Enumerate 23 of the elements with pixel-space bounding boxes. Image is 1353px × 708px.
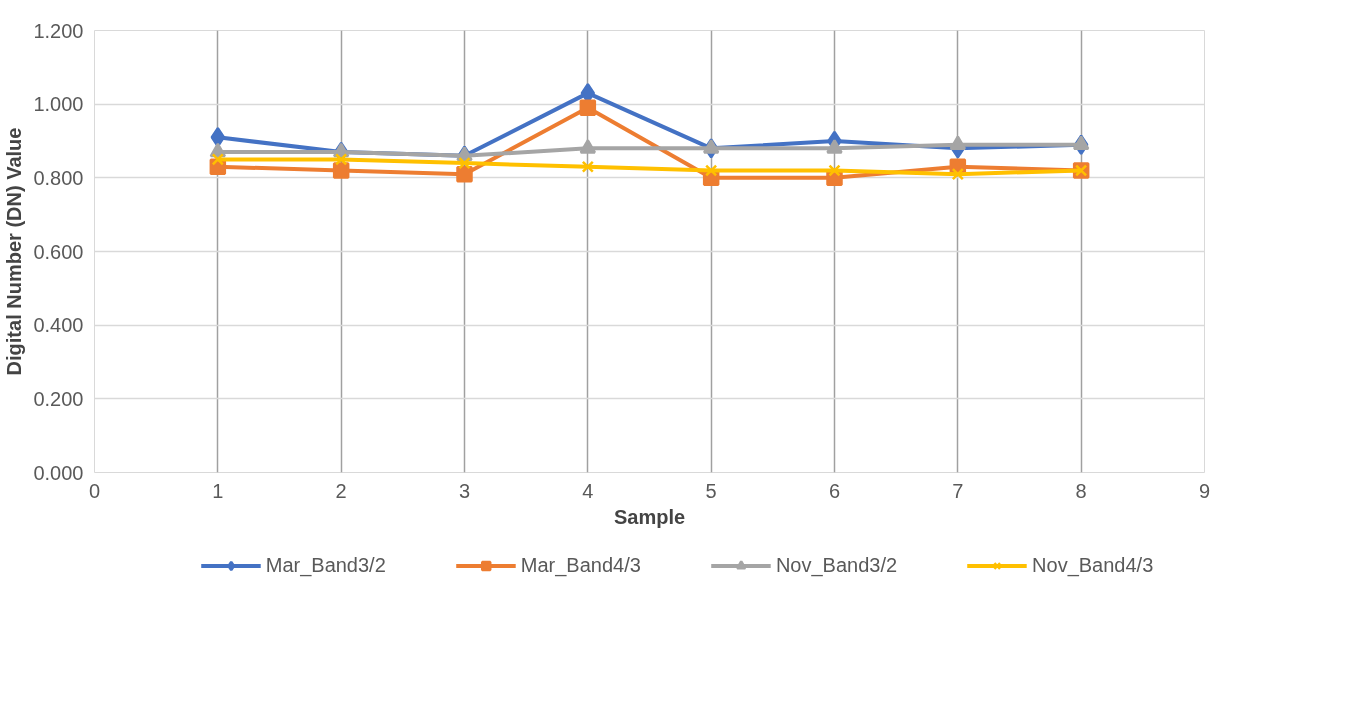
y-tick-label: 0.400 xyxy=(33,314,84,337)
y-tick-label: 0.000 xyxy=(33,461,84,484)
x-tick-label: 7 xyxy=(952,479,964,502)
y-tick-label: 0.600 xyxy=(33,240,84,263)
x-tick-label: 3 xyxy=(458,479,471,502)
legend-label: Nov_Band3/2 xyxy=(775,553,898,577)
y-tick-label: 0.800 xyxy=(33,166,84,189)
legend-label: Mar_Band3/2 xyxy=(265,553,386,577)
x-tick-label: 8 xyxy=(1075,479,1087,502)
x-tick-label: 9 xyxy=(1198,479,1211,502)
x-tick-label: 1 xyxy=(212,479,224,502)
legend-label: Nov_Band4/3 xyxy=(1032,553,1154,577)
x-tick-label: 5 xyxy=(705,479,717,502)
y-axis-title: Digital Number (DN) Value xyxy=(3,127,26,376)
x-tick-label: 4 xyxy=(582,479,594,502)
y-tick-label: 1.000 xyxy=(33,93,84,116)
legend-label: Mar_Band4/3 xyxy=(520,553,641,577)
x-tick-label: 2 xyxy=(335,479,347,502)
y-tick-label: 1.200 xyxy=(33,19,84,42)
x-tick-label: 0 xyxy=(88,479,101,502)
x-tick-label: 6 xyxy=(828,479,841,502)
y-tick-label: 0.200 xyxy=(33,387,84,410)
x-axis-title: Sample xyxy=(613,505,686,528)
